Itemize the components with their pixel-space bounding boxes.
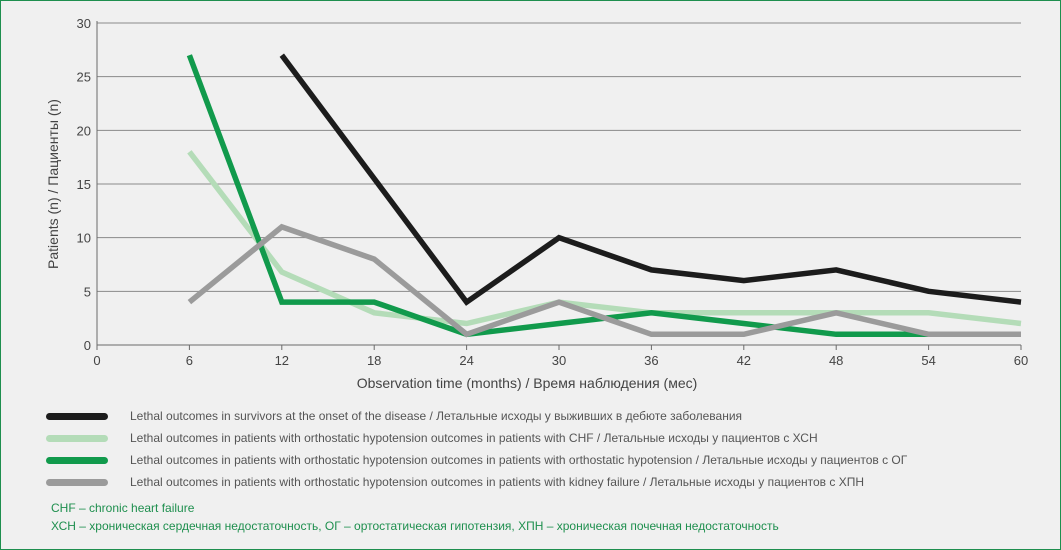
legend-label: Lethal outcomes in patients with orthost… — [130, 453, 908, 467]
y-tick-label: 25 — [77, 70, 91, 85]
y-axis-title: Patients (n) / Пациенты (n) — [45, 99, 61, 269]
y-tick-label: 0 — [84, 338, 91, 353]
legend-swatch — [46, 478, 108, 486]
grid — [97, 22, 1021, 292]
y-tick-label: 5 — [84, 284, 91, 299]
line-chart: 0 5 10 15 20 25 30 0 6 12 18 24 30 36 42 48 54 60 Patient… — [45, 16, 1029, 391]
y-tick-label: 30 — [77, 16, 91, 31]
x-tick-label: 36 — [644, 353, 658, 368]
legend-item: Lethal outcomes in patients with orthost… — [46, 449, 907, 471]
x-tick-label: 18 — [367, 353, 381, 368]
legend-item: Lethal outcomes in survivors at the onse… — [46, 405, 907, 427]
note-russian-abbreviations: ХСН – хроническая сердечная недостаточно… — [51, 519, 779, 533]
legend-swatch — [46, 456, 108, 464]
series-line-2 — [187, 150, 1022, 327]
note-chf: CHF – chronic heart failure — [51, 501, 195, 515]
x-tick-label: 30 — [552, 353, 566, 368]
legend-label: Lethal outcomes in patients with orthost… — [130, 475, 865, 489]
legend-label: Lethal outcomes in patients with orthost… — [130, 431, 818, 445]
x-tick-label: 60 — [1014, 353, 1028, 368]
y-tick-label: 10 — [77, 231, 91, 246]
y-tick-label: 20 — [77, 123, 91, 138]
x-tick-label: 6 — [186, 353, 193, 368]
abbreviation-notes: CHF – chronic heart failure ХСН – хронич… — [51, 499, 779, 535]
axes: 0 5 10 15 20 25 30 0 6 12 18 24 30 36 42 48 54 60 — [77, 16, 1029, 368]
x-tick-label: 48 — [829, 353, 843, 368]
x-tick-label: 54 — [921, 353, 935, 368]
y-tick-label: 15 — [77, 177, 91, 192]
legend-swatch — [46, 434, 108, 442]
legend: Lethal outcomes in survivors at the onse… — [46, 405, 907, 493]
x-tick-label: 0 — [93, 353, 100, 368]
x-tick-label: 24 — [459, 353, 473, 368]
series-line-4 — [187, 223, 1021, 338]
x-axis-title: Observation time (months) / Время наблюд… — [357, 375, 698, 391]
legend-label: Lethal outcomes in survivors at the onse… — [130, 409, 743, 423]
legend-swatch — [46, 412, 108, 420]
x-tick-label: 42 — [737, 353, 751, 368]
legend-item: Lethal outcomes in patients with orthost… — [46, 427, 907, 449]
x-tick-label: 12 — [275, 353, 289, 368]
legend-item: Lethal outcomes in patients with orthost… — [46, 471, 907, 493]
series-lines — [186, 53, 1022, 338]
series-line-1 — [279, 53, 1022, 306]
